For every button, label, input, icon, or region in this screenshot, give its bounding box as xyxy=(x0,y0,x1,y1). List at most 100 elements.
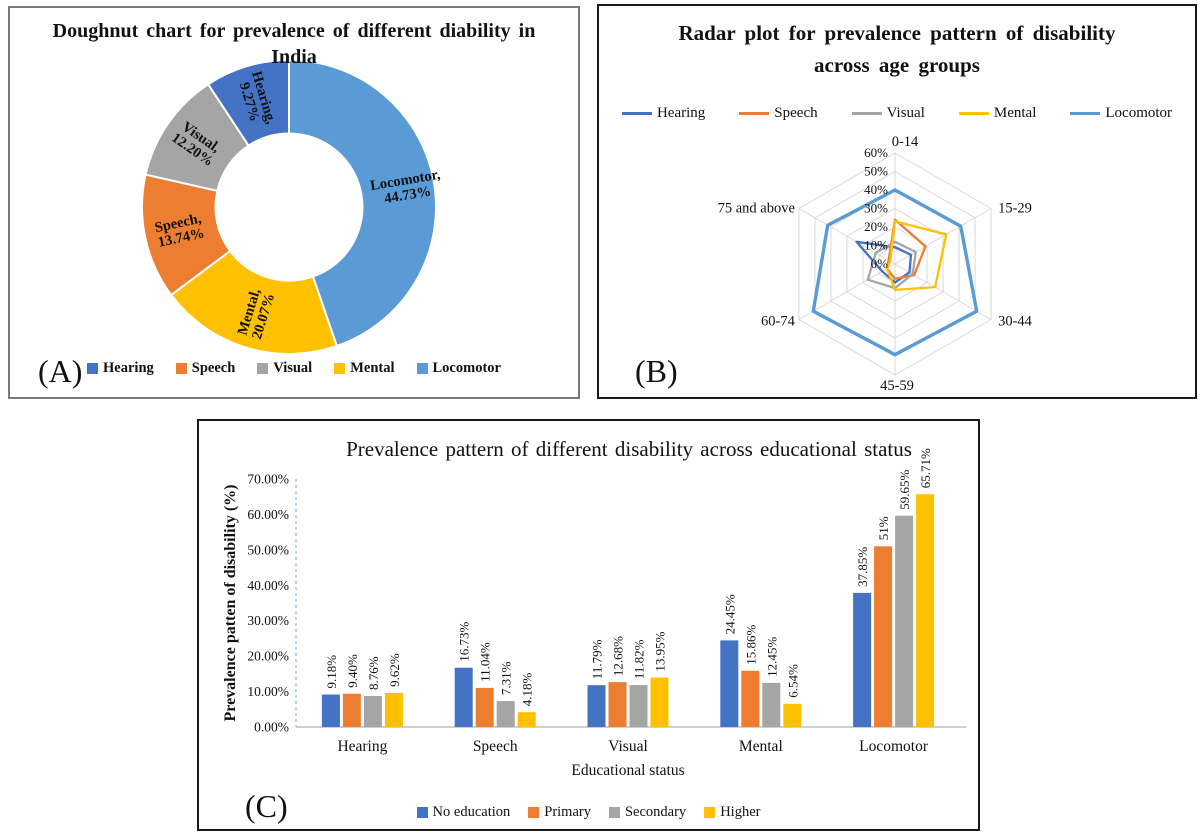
legend-item-hearing: Hearing xyxy=(621,105,705,122)
legend-item-mental: Mental xyxy=(334,360,395,377)
radar-axis-label-60-74: 60-74 xyxy=(761,314,796,330)
legend-swatch-hearing-icon xyxy=(87,363,99,374)
bar-chart-svg: 0.00% 10.00% 20.00% 30.00% 40.00% 50.00% 60.00… xyxy=(222,448,966,779)
y-tick-70-00-: 70.00% xyxy=(247,472,289,487)
radar-axis-label-15-29: 15-29 xyxy=(998,201,1032,217)
bar-mental-no-education xyxy=(720,640,739,727)
radar-tick-40: 40% xyxy=(864,182,888,197)
legend-label-primary: Primary xyxy=(544,804,591,820)
bar-speech-higher xyxy=(517,712,536,727)
legend-swatch-visual-icon xyxy=(851,111,882,116)
bar-legend: No education Primary Secondary Higher xyxy=(199,804,978,821)
panel-letter-c: (C) xyxy=(245,788,288,824)
legend-item-locomotor: Locomotor xyxy=(416,360,501,377)
bar-value-label-speech-secondary: 7.31% xyxy=(499,661,514,695)
bar-value-label-speech-primary: 11.04% xyxy=(478,642,493,682)
radar-axis-label-0-14: 0-14 xyxy=(892,134,919,150)
radar-title: Radar plot for prevalence pattern of dis… xyxy=(599,18,1195,81)
radar-axis-label-75-and-above: 75 and above xyxy=(718,201,795,217)
bar-value-label-hearing-primary: 9.40% xyxy=(345,654,360,688)
legend-label-visual: Visual xyxy=(273,360,313,376)
legend-item-visual: Visual xyxy=(257,360,312,377)
radar-axis-label-30-44: 30-44 xyxy=(998,314,1033,330)
bar-value-label-speech-higher: 4.18% xyxy=(520,672,535,706)
legend-label-no-education: No education xyxy=(432,804,511,820)
legend-item-primary: Primary xyxy=(528,804,591,821)
legend-swatch-mental-icon xyxy=(958,111,989,116)
radar-series-hearing xyxy=(855,240,913,284)
bar-value-label-mental-higher: 6.54% xyxy=(785,664,800,698)
bar-value-label-mental-secondary: 12.45% xyxy=(764,637,779,677)
y-tick-10-00-: 10.00% xyxy=(247,684,289,699)
radar-title-line1: Radar plot for prevalence pattern of dis… xyxy=(678,21,1116,45)
doughnut-slice-hearing xyxy=(206,58,290,148)
doughnut-title: Doughnut chart for prevalence of differe… xyxy=(10,18,578,70)
panel-a-doughnut: Locomotor,44.73% Mental,20.07% Speech,13.7… xyxy=(8,6,580,399)
legend-item-locomotor: Locomotor xyxy=(1070,105,1172,122)
legend-swatch-primary-icon xyxy=(528,807,540,818)
bar-locomotor-primary xyxy=(874,546,893,727)
doughnut-chart-svg: Locomotor,44.73%Mental,20.07%Speech,13.7… xyxy=(141,58,442,355)
doughnut-slice-locomotor xyxy=(288,58,437,348)
radar-tick-30: 30% xyxy=(864,201,888,216)
bar-speech-no-education xyxy=(454,667,473,727)
legend-swatch-no-education-icon xyxy=(416,807,428,818)
radar-tick-60: 60% xyxy=(864,145,888,160)
y-tick-0-00-: 0.00% xyxy=(254,720,289,735)
legend-item-speech: Speech xyxy=(739,105,818,122)
legend-label-speech: Speech xyxy=(774,105,818,121)
y-axis-title: Prevalence patten of disability (%) xyxy=(222,484,239,721)
radar-spoke-75-and-above xyxy=(798,208,896,265)
panel-letter-b: (B) xyxy=(635,353,678,389)
legend-swatch-visual-icon xyxy=(257,363,269,374)
legend-swatch-secondary-icon xyxy=(608,807,620,818)
radar-tick-0: 0% xyxy=(871,256,889,271)
bar-value-label-hearing-higher: 9.62% xyxy=(387,653,402,687)
radar-legend: Hearing Speech Visual Mental Locomotor xyxy=(599,105,1195,122)
legend-item-hearing: Hearing xyxy=(87,360,154,377)
legend-item-visual: Visual xyxy=(851,105,925,122)
legend-label-higher: Higher xyxy=(720,804,761,820)
legend-label-mental: Mental xyxy=(350,360,395,376)
radar-axis-label-45-59: 45-59 xyxy=(880,378,914,394)
legend-item-speech: Speech xyxy=(175,360,236,377)
radar-tick-10: 10% xyxy=(864,238,888,253)
bar-value-label-visual-primary: 12.68% xyxy=(611,636,626,676)
legend-item-mental: Mental xyxy=(958,105,1036,122)
bar-value-label-visual-higher: 13.95% xyxy=(653,631,668,671)
x-category-label-speech: Speech xyxy=(473,738,518,755)
bar-hearing-higher xyxy=(384,692,403,727)
x-category-label-hearing: Hearing xyxy=(337,738,387,755)
bar-visual-higher xyxy=(650,677,669,727)
bar-mental-primary xyxy=(741,670,760,727)
doughnut-title-line2: India xyxy=(271,46,317,68)
bar-mental-secondary xyxy=(762,682,781,727)
legend-item-higher: Higher xyxy=(704,804,760,821)
legend-label-speech: Speech xyxy=(191,360,236,376)
bar-visual-primary xyxy=(608,682,627,727)
x-category-label-visual: Visual xyxy=(608,738,648,755)
doughnut-title-line1: Doughnut chart for prevalence of differe… xyxy=(52,20,536,42)
radar-series-locomotor xyxy=(811,188,979,357)
bar-speech-secondary xyxy=(496,701,515,727)
legend-swatch-hearing-icon xyxy=(621,111,652,116)
bar-visual-no-education xyxy=(587,685,606,727)
x-category-label-mental: Mental xyxy=(739,738,783,755)
panel-letter-a: (A) xyxy=(38,353,83,389)
bar-visual-secondary xyxy=(629,685,648,727)
radar-series-speech xyxy=(885,218,927,280)
bar-hearing-primary xyxy=(342,693,361,727)
x-category-label-locomotor: Locomotor xyxy=(859,738,929,755)
x-axis-title: Educational status xyxy=(571,762,684,779)
legend-swatch-speech-icon xyxy=(739,111,770,116)
legend-item-secondary: Secondary xyxy=(608,804,686,821)
panel-b-radar: 0% 10% 20% 30% 40% 50% 60% 0-14 15-29 30-44 45-59 6… xyxy=(597,4,1197,399)
legend-swatch-higher-icon xyxy=(704,807,716,818)
radar-tick-20: 20% xyxy=(864,219,888,234)
y-tick-20-00-: 20.00% xyxy=(247,649,289,664)
bar-value-label-visual-secondary: 11.82% xyxy=(632,639,647,679)
y-tick-50-00-: 50.00% xyxy=(247,542,289,557)
bar-value-label-locomotor-no-education: 37.85% xyxy=(855,547,870,587)
bar-mental-higher xyxy=(783,703,802,727)
